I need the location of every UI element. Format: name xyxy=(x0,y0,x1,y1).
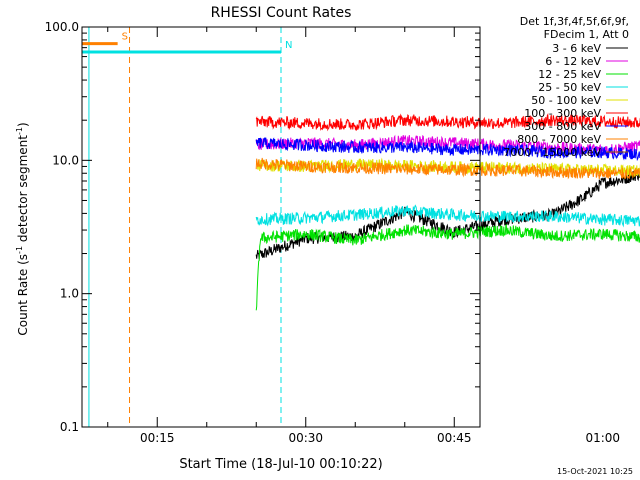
series-line xyxy=(255,157,640,180)
x-tick-label: 01:00 xyxy=(585,431,620,445)
y-axis-label-part: -1 xyxy=(15,246,24,254)
y-axis-label-part: detector segment xyxy=(16,135,30,246)
legend-label: 7000 - 15000 keV xyxy=(503,146,601,159)
legend-label: 50 - 100 keV xyxy=(531,94,601,107)
legend-label: 800 - 7000 keV xyxy=(517,133,601,146)
legend-label: 12 - 25 keV xyxy=(538,68,601,81)
y-tick-label: 0.1 xyxy=(60,420,79,434)
series-traces xyxy=(255,112,640,311)
series-line xyxy=(255,157,640,178)
series-line xyxy=(255,112,640,132)
x-tick-label: 00:45 xyxy=(437,431,472,445)
y-axis-label-part: Count Rate (s xyxy=(16,254,30,336)
marker-label: S xyxy=(122,32,128,43)
legend-label: 6 - 12 keV xyxy=(545,55,601,68)
chart-title: RHESSI Count Rates xyxy=(211,5,352,21)
y-tick-label: 1.0 xyxy=(60,287,79,301)
x-tick-label: 00:15 xyxy=(140,431,175,445)
marker-label: N xyxy=(285,40,292,51)
legend-label: 25 - 50 keV xyxy=(538,81,601,94)
plot-frame xyxy=(81,26,481,428)
annotation-lines xyxy=(88,27,282,427)
series-line xyxy=(255,204,640,228)
y-axis-label-part: ) xyxy=(16,122,30,127)
series-line xyxy=(255,224,640,311)
y-tick-label: 10.0 xyxy=(52,153,79,167)
legend-label: 100 - 300 keV xyxy=(524,107,601,120)
attenuator-markers: SN xyxy=(82,32,292,54)
y-axis-label-part: -1 xyxy=(15,127,24,135)
y-axis-label: Count Rate (s-1 detector segment-1) xyxy=(15,122,30,335)
series-line xyxy=(255,137,640,162)
series-line xyxy=(255,168,640,260)
x-axis-label: Start Time (18-Jul-10 00:10:22) xyxy=(179,457,382,472)
legend-label: 3 - 6 keV xyxy=(552,42,601,55)
legend: Det 1f,3f,4f,5f,6f,9f, FDecim 1, Att 0 3… xyxy=(503,15,629,159)
legend-header-line: FDecim 1, Att 0 xyxy=(544,28,629,41)
y-axis: 0.1 1.0 10.0 100.0 xyxy=(45,20,480,434)
x-tick-label: 00:30 xyxy=(288,431,323,445)
legend-header-line: Det 1f,3f,4f,5f,6f,9f, xyxy=(520,15,629,28)
footer-timestamp: 15-Oct-2021 10:25 xyxy=(557,467,633,476)
y-tick-label: 100.0 xyxy=(45,20,79,34)
legend-label: 300 - 800 keV xyxy=(524,120,601,133)
